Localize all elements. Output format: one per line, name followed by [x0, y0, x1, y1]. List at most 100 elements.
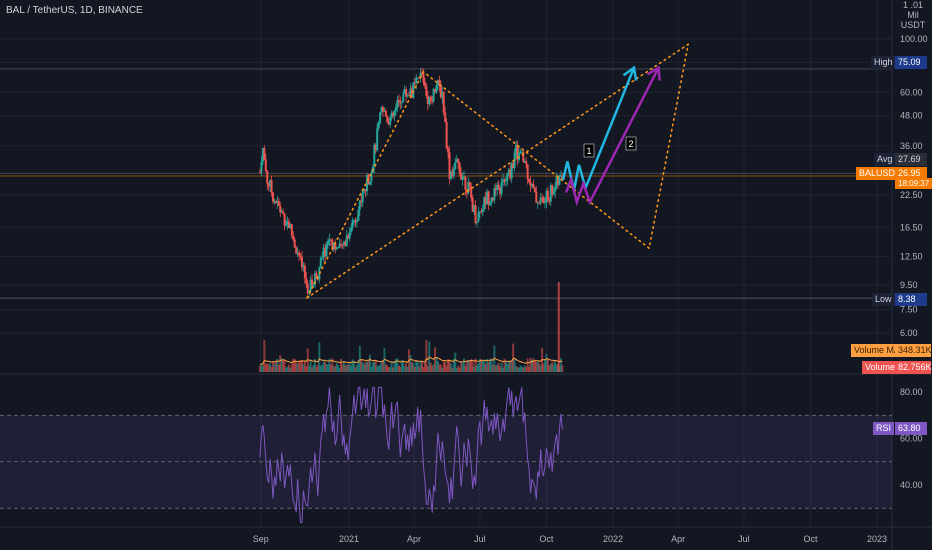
volume-bar: [412, 362, 415, 372]
candle-body: [311, 279, 314, 285]
candle-body: [447, 148, 450, 153]
volume-bar: [475, 365, 478, 372]
time-tick-label: 2022: [603, 534, 623, 544]
candle-body: [390, 112, 393, 118]
candle-body: [532, 183, 535, 188]
volume-bar: [376, 366, 379, 372]
candle-body: [259, 172, 261, 174]
candle-body: [357, 209, 360, 221]
volume-bar: [272, 361, 275, 372]
candle-body: [266, 171, 269, 184]
volume-bar: [353, 361, 356, 372]
candle-body: [263, 148, 266, 160]
candle-body: [425, 86, 428, 96]
volume-bar: [458, 367, 461, 372]
volume-ma-line: [259, 356, 563, 365]
price-tick-label: 36.00: [900, 141, 923, 151]
candle-body: [551, 185, 554, 195]
volume-bar: [426, 366, 429, 372]
volume-bar: [535, 362, 538, 372]
candle-body: [363, 189, 366, 192]
candle-body: [415, 77, 418, 84]
candle-body: [516, 144, 519, 161]
candle-body: [429, 96, 432, 101]
candle-body: [341, 244, 344, 246]
volume-bar: [464, 365, 467, 372]
volume-bar: [351, 359, 354, 372]
volume-bar: [379, 364, 382, 372]
candle-body: [334, 242, 337, 250]
candle-body: [435, 85, 438, 93]
candle-body: [536, 202, 539, 204]
avg-label: Avg: [874, 153, 896, 166]
volume-bar: [277, 364, 280, 372]
candle-body: [535, 191, 538, 203]
candle-body: [306, 283, 309, 294]
candle-body: [493, 188, 496, 201]
candle-body: [451, 171, 454, 176]
rsi-tick-label: 40.00: [900, 480, 923, 490]
volume-bar: [510, 360, 513, 372]
candle-body: [464, 176, 467, 190]
candle-body: [526, 164, 529, 179]
candle-body: [436, 80, 439, 86]
candle-body: [272, 192, 275, 202]
candle-body: [344, 241, 347, 247]
candle-body: [379, 112, 382, 123]
candle-body: [360, 200, 363, 203]
volume-bar: [389, 367, 392, 372]
volume-bar: [335, 363, 338, 372]
candle-body: [546, 190, 549, 200]
volume-bar: [484, 363, 487, 372]
candle-body: [418, 77, 421, 79]
currency-unit: 1 .01 Mil USDT: [898, 0, 928, 30]
candle-body: [445, 121, 448, 149]
volume-bar: [387, 367, 390, 372]
candle-body: [438, 80, 441, 86]
candle-body: [322, 247, 325, 258]
candle-body: [468, 181, 471, 187]
candle-body: [283, 213, 286, 226]
volume-bar: [438, 364, 441, 372]
candle-body: [503, 179, 506, 181]
forecast-arrow-2-head: [646, 65, 661, 81]
candle-body: [393, 110, 396, 117]
candle-body: [316, 278, 319, 280]
candle-body: [383, 110, 386, 112]
candle-body: [470, 186, 473, 198]
volume-bar: [313, 358, 316, 372]
volume-bar: [520, 366, 523, 372]
volume-bar: [394, 358, 397, 372]
volume-bar: [334, 365, 337, 372]
volume-bar: [400, 359, 403, 372]
candle-body: [457, 159, 460, 163]
volume-bar: [449, 363, 452, 372]
candle-body: [319, 258, 322, 268]
forecast-arrow-1-head: [622, 65, 638, 81]
volume-bar: [332, 366, 335, 372]
candle-body: [399, 100, 402, 104]
volume-bar: [406, 366, 409, 372]
candle-body: [494, 188, 497, 190]
volume-bar: [329, 364, 332, 372]
volume-bar: [532, 358, 535, 372]
candle-body: [496, 184, 499, 190]
candle-body: [480, 211, 483, 213]
candle-body: [337, 247, 340, 249]
candle-body: [355, 220, 358, 223]
volume-bar: [374, 360, 377, 372]
candle-body: [394, 107, 397, 111]
volume-bar: [494, 365, 497, 372]
volume-bar: [363, 364, 366, 372]
candle-body: [293, 239, 296, 248]
candle-body: [332, 242, 335, 250]
volume-bar: [285, 367, 288, 372]
candle-body: [406, 95, 409, 97]
volume-bar: [468, 360, 471, 372]
volume-bar: [360, 359, 363, 372]
candle-body: [481, 209, 484, 213]
candle-body: [452, 168, 455, 176]
candle-body: [261, 148, 264, 162]
volume-bar: [266, 363, 269, 372]
